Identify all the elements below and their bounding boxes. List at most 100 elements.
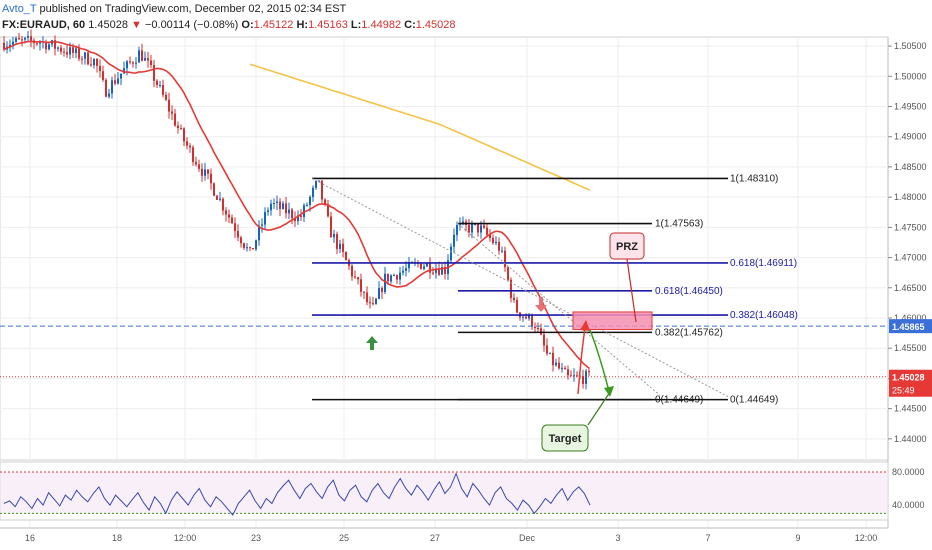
candle-body [3,42,5,50]
candle-body [501,250,503,252]
candle-body [207,169,209,174]
candle-body [420,263,422,269]
prz-zone[interactable] [572,311,653,330]
time-tick-label: 3 [615,533,620,543]
candle-body [432,272,434,274]
author-link[interactable]: Avto_T [2,3,37,15]
candle-body [174,113,176,126]
symbol-label[interactable]: FX:EURAUD, 60 [2,19,86,31]
candle-body [585,371,587,384]
fib-label: 1(1.48310) [730,173,778,184]
candle-body [72,47,74,53]
price-tag-blue [889,319,932,334]
candle-body [480,225,482,233]
candle-body [231,217,233,224]
candle-body [156,80,158,86]
candle-body [513,297,515,300]
candle-body [390,275,392,282]
candle-body [114,80,116,84]
price-tick-label: 1.50000 [894,71,927,81]
ma-slow-path [249,63,591,191]
time-axis-bg [0,528,932,550]
ohlc-line: FX:EURAUD, 60 1.45028 ▼ −0.00114 (−0.08%… [2,19,456,31]
candle-body [186,141,188,146]
candle-body [258,225,260,241]
candle-body [273,202,275,204]
time-tick-label: 18 [112,533,122,543]
candle-body [270,203,272,211]
candle-body [582,376,584,384]
candle-body [462,221,464,224]
candle-body [108,93,110,97]
candle-body [306,205,308,207]
annotations[interactable]: PRZ Target [0,177,888,452]
candle-body [267,210,269,213]
candle-body [168,99,170,112]
prz-label: PRZ [616,241,638,253]
candle-body [45,41,47,50]
time-tick-label: 9 [795,533,800,543]
ma-fast-line [3,40,590,369]
candle-body [360,279,362,292]
candle-body [357,277,359,280]
time-tick-label: 23 [251,533,261,543]
candle-body [471,223,473,233]
fib-levels[interactable]: 1(1.48310) 1(1.47563) 0.618(1.46911) 0.618(… [312,173,798,406]
candle-body [120,73,122,79]
candle-body [246,247,248,249]
candle-body [387,273,389,282]
trendline-dashed[interactable] [457,223,661,396]
candle-body [456,225,458,235]
candle-body [276,201,278,203]
candle-body [573,375,575,377]
change-value: −0.00114 (−0.08%) [144,19,239,31]
candle-body [483,225,485,228]
candle-body [162,84,164,95]
candle-body [564,367,566,370]
candle-body [393,275,395,277]
candle-body [495,241,497,244]
grid [0,36,932,528]
candle-body [12,41,14,45]
candle-body [126,61,128,69]
candle-body [15,38,17,42]
candles [3,29,590,390]
candle-body [438,268,440,275]
target-callout[interactable] [541,424,589,452]
candle-body [111,80,113,94]
candle-body [204,169,206,176]
candle-body [285,203,287,214]
candle-body [312,187,314,197]
candle-body [240,237,242,244]
candle-body [366,292,368,303]
candle-body [216,195,218,200]
price-tick-label: 1.44500 [894,404,927,414]
candle-body [351,265,353,277]
candle-body [342,243,344,252]
rsi-line [3,472,591,516]
candle-body [492,238,494,244]
candle-body [93,59,95,66]
candle-body [75,48,77,53]
candle-body [453,234,455,247]
candle-body [144,58,146,61]
candle-body [504,250,506,268]
candle-body [336,233,338,249]
candle-body [30,36,32,41]
fib-label: 0.618(1.46911) [730,258,797,269]
candle-body [288,209,290,214]
candle-body [282,203,284,210]
axes: 1.50500 1.50000 1.49500 1.49000 1.48500 1.480… [0,41,932,550]
price-tick-label: 1.48500 [894,162,927,172]
price-tag-blue-text: 1.45865 [892,322,925,332]
time-tick-label: Dec [519,533,536,543]
time-tick-label: 12:00 [855,533,878,543]
candle-body [147,58,149,61]
candle-body [528,314,530,319]
candle-body [558,362,560,369]
candle-body [141,50,143,61]
candle-body [54,40,56,49]
candle-body [333,233,335,238]
candle-body [90,64,92,66]
